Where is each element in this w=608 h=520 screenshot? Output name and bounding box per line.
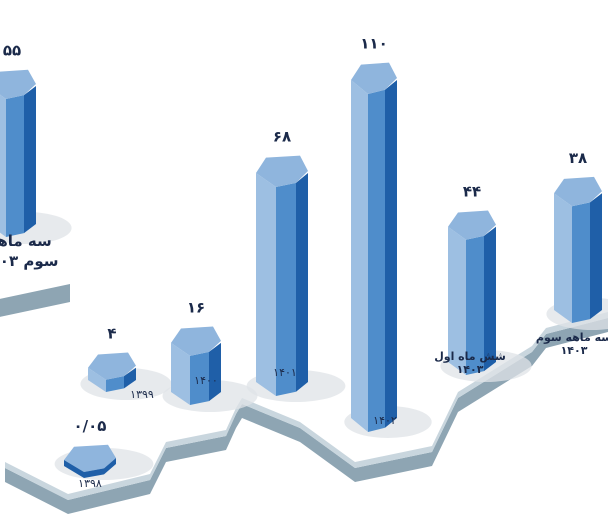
bar-top-cap <box>88 352 136 380</box>
value-label: ۵۵ <box>3 42 21 60</box>
bar-base-rim <box>64 458 116 478</box>
bar-top-cap <box>554 176 602 207</box>
bar-face-side <box>24 86 36 234</box>
bar-face-left <box>554 193 572 323</box>
value-label: ۶۸ <box>273 128 291 146</box>
value-label: ۰/۰۵ <box>74 417 107 435</box>
bar-face-side <box>385 80 397 428</box>
category-label: سه ماهه <box>0 232 52 250</box>
bar-face-left <box>0 94 6 237</box>
ribbon-band-top <box>5 312 608 500</box>
bar-face-left <box>256 173 276 396</box>
category-label: ۱۴۰۰ <box>194 374 218 387</box>
bar <box>554 176 602 323</box>
bar-face-side <box>296 173 308 392</box>
category-label: شش ماه اول <box>434 350 506 363</box>
bar-face-front <box>466 235 484 375</box>
staircase-ribbon <box>0 284 608 514</box>
bar-face-side <box>209 342 221 402</box>
category-label: ۱۴۰۱ <box>273 366 297 379</box>
bar-top-cap <box>171 326 221 356</box>
bar-top-cap <box>0 69 36 99</box>
ribbon-left-band <box>0 284 70 317</box>
bar <box>171 326 221 405</box>
value-label: ۱۱۰ <box>360 35 387 53</box>
value-label: ۴۴ <box>463 183 481 201</box>
ribbon-band <box>5 318 608 514</box>
category-label: ۱۴۰۲ <box>373 414 397 427</box>
bar-face-front <box>6 95 24 237</box>
bar <box>351 62 397 433</box>
labels: ۰/۰۵ ۱۳۹۸ ۴ ۱۳۹۹ ۱۶ ۱۴۰۰ ۶۸ ۱۴۰۱ ۱۱۰ ۱۴۰۲ ۴۴ شش ماه… <box>0 35 608 490</box>
category-label: ۱۳۹۸ <box>78 477 102 490</box>
bar <box>64 444 116 478</box>
bar-face-front <box>276 182 296 396</box>
bar-face-left <box>171 342 190 405</box>
value-label: ۴ <box>107 325 116 343</box>
bar-face-front <box>368 89 385 433</box>
bar-top-cap <box>351 62 397 94</box>
bar-top-cap <box>256 155 308 188</box>
value-label: ۱۶ <box>187 299 205 317</box>
bar <box>88 352 136 392</box>
bar-face-side <box>590 193 602 320</box>
bar-face-side <box>124 367 136 389</box>
category-label: سوم ۱۴۰۳ <box>0 252 59 270</box>
bar <box>256 155 308 396</box>
bar-face-front <box>106 376 124 392</box>
category-label: ۱۴۰۳ <box>457 363 484 376</box>
category-label: سه ماهه سوم <box>536 331 608 344</box>
bar <box>0 69 36 237</box>
bar-top-cap <box>448 210 496 240</box>
category-label: ۱۳۹۹ <box>130 388 154 401</box>
bar-face-front <box>572 202 590 323</box>
bar-face-left <box>88 367 106 392</box>
bars <box>0 62 602 478</box>
bar-face-front <box>190 351 209 405</box>
value-label: ۳۸ <box>569 149 587 167</box>
bar-face-left <box>351 80 368 432</box>
bar-face-side <box>484 226 496 372</box>
category-label: ۱۴۰۳ <box>561 344 588 357</box>
bar <box>448 210 496 375</box>
bar-top-cap <box>64 444 116 472</box>
bar-face-left <box>448 226 466 375</box>
